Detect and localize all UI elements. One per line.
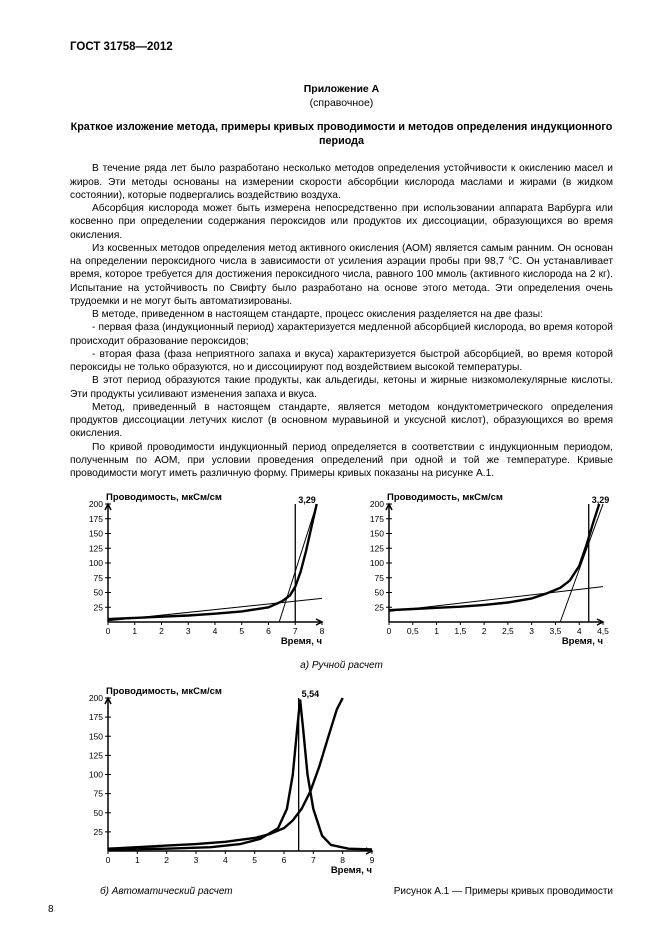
document-id: ГОСТ 31758—2012 [70,40,613,55]
appendix-sublabel: (справочное) [70,97,613,111]
caption-row: б) Автоматический расчет Рисунок А.1 — П… [70,885,613,898]
caption-b: б) Автоматический расчет [70,885,233,898]
svg-text:100: 100 [369,558,383,568]
paragraph: В этот период образуются такие продукты,… [70,374,613,401]
chart-a2: 25 50 75 100 125 150 175 200 0 0,5 1 1,5 2 2,5 3 3,5 4 4,… [351,488,614,652]
svg-text:125: 125 [369,544,383,554]
paragraph: Из косвенных методов определения метод а… [70,242,613,308]
paragraph: Абсорбция кислорода может быть измерена … [70,202,613,242]
svg-text:Время, ч: Время, ч [561,636,602,647]
svg-text:200: 200 [369,499,383,509]
svg-text:Время, ч: Время, ч [281,636,322,647]
svg-text:150: 150 [89,731,103,741]
svg-text:7: 7 [293,626,298,636]
svg-text:25: 25 [94,603,104,613]
svg-text:Время, ч: Время, ч [331,865,372,876]
svg-text:200: 200 [89,499,103,509]
svg-text:5: 5 [239,626,244,636]
svg-text:2: 2 [159,626,164,636]
svg-text:5: 5 [252,855,257,865]
svg-text:2: 2 [481,626,486,636]
svg-text:2,5: 2,5 [501,626,513,636]
svg-text:25: 25 [374,603,384,613]
svg-text:3,5: 3,5 [549,626,561,636]
svg-text:125: 125 [89,750,103,760]
svg-text:4: 4 [213,626,218,636]
svg-text:8: 8 [320,626,325,636]
paragraph: В методе, приведенном в настоящем станда… [70,308,613,321]
paragraph: Метод, приведенный в настоящем стандарте… [70,401,613,441]
svg-text:0: 0 [386,626,391,636]
svg-text:75: 75 [94,788,104,798]
svg-text:2: 2 [164,855,169,865]
charts-row-top: 255075100125150175200012345678Проводимос… [70,488,613,652]
svg-text:75: 75 [374,573,384,583]
svg-text:3,29: 3,29 [298,495,316,505]
svg-text:125: 125 [89,544,103,554]
svg-text:150: 150 [369,529,383,539]
svg-text:25: 25 [94,826,104,836]
page: ГОСТ 31758—2012 Приложение А (справочное… [0,0,661,936]
svg-text:0: 0 [106,626,111,636]
svg-text:3,29: 3,29 [591,495,609,505]
figure-caption: Рисунок А.1 — Примеры кривых проводимост… [394,885,613,898]
chart-a1: 25 50 75 100 125 150 175 200 0 1 2 3 4 5 6 7 8 Проводимос… [70,488,333,652]
svg-text:6: 6 [282,855,287,865]
svg-text:1: 1 [135,855,140,865]
section-title: Краткое изложение метода, примеры кривых… [70,120,613,148]
svg-text:50: 50 [94,588,104,598]
svg-text:4: 4 [576,626,581,636]
svg-text:4: 4 [223,855,228,865]
paragraph: По кривой проводимости индукционный пери… [70,441,613,481]
svg-text:150: 150 [89,529,103,539]
svg-text:Проводимость, мкСм/см: Проводимость, мкСм/см [387,492,503,503]
svg-text:175: 175 [369,514,383,524]
svg-text:1: 1 [132,626,137,636]
svg-text:Проводимость, мкСм/см: Проводимость, мкСм/см [106,492,222,503]
svg-text:75: 75 [94,573,104,583]
svg-text:175: 175 [89,712,103,722]
svg-text:9: 9 [370,855,375,865]
appendix-label: Приложение А [70,83,613,97]
svg-text:3: 3 [529,626,534,636]
page-number: 8 [48,903,54,916]
svg-text:50: 50 [94,807,104,817]
svg-text:175: 175 [89,514,103,524]
svg-text:1: 1 [434,626,439,636]
list-item: - первая фаза (индукционный период) хара… [70,321,613,348]
svg-text:100: 100 [89,558,103,568]
svg-text:50: 50 [374,588,384,598]
svg-text:0: 0 [106,855,111,865]
svg-text:7: 7 [311,855,316,865]
svg-text:5,54: 5,54 [302,689,320,699]
caption-a: а) Ручной расчет [70,659,613,672]
svg-text:0,5: 0,5 [406,626,418,636]
svg-text:6: 6 [266,626,271,636]
svg-text:4,5: 4,5 [597,626,609,636]
svg-text:Проводимость, мкСм/см: Проводимость, мкСм/см [106,686,222,697]
svg-text:200: 200 [89,693,103,703]
svg-text:3: 3 [194,855,199,865]
paragraph: В течение ряда лет было разработано неск… [70,162,613,202]
svg-text:3: 3 [186,626,191,636]
svg-text:1,5: 1,5 [454,626,466,636]
svg-text:100: 100 [89,769,103,779]
list-item: - вторая фаза (фаза неприятного запаха и… [70,348,613,375]
svg-text:8: 8 [340,855,345,865]
chart-b: 25 50 75 100 125 150 175 200 0 1 2 3 4 5 6 7 8 9 Проводимо… [70,682,613,881]
